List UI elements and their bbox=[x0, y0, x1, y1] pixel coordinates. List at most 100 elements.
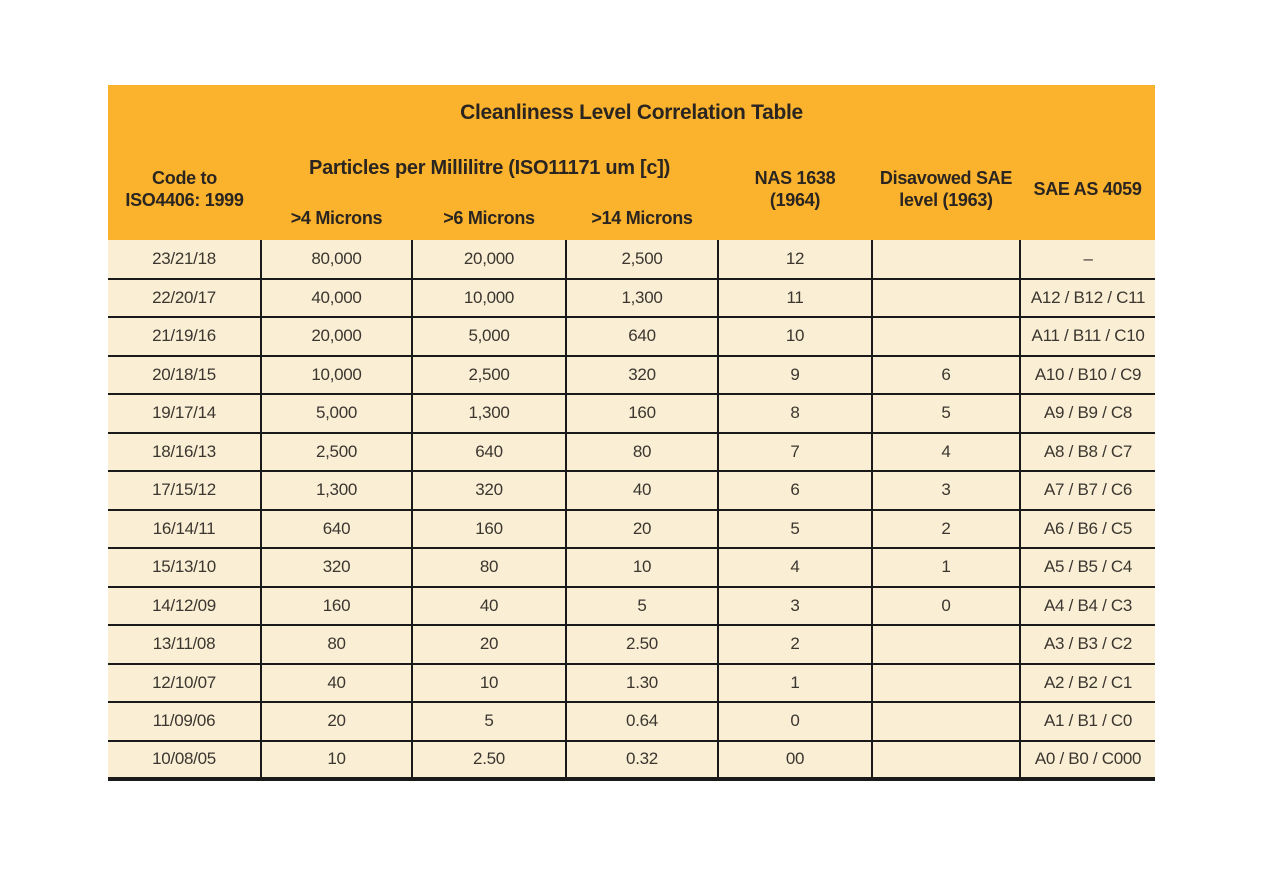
cell-6-microns: 40 bbox=[411, 586, 566, 626]
table-row: 20/18/15 10,000 2,500 320 9 6 A10 / B10 / C9 bbox=[108, 355, 1156, 395]
cell-4-microns: 80 bbox=[260, 625, 412, 665]
cell-14-microns: 10 bbox=[565, 548, 718, 588]
cell-4-microns: 40 bbox=[260, 663, 412, 703]
table-title: Cleanliness Level Correlation Table bbox=[108, 85, 1156, 140]
col-header-sae-as-4059: SAE AS 4059 bbox=[1020, 140, 1156, 240]
col-header-6-microns: >6 Microns bbox=[412, 197, 566, 240]
cell-iso-code: 23/21/18 bbox=[108, 240, 261, 280]
cell-sae-as-4059: A10 / B10 / C9 bbox=[1018, 355, 1156, 395]
cell-iso-code: 18/16/13 bbox=[108, 432, 261, 472]
cell-iso-code: 13/11/08 bbox=[108, 625, 261, 665]
cell-6-microns: 20 bbox=[411, 625, 566, 665]
cell-iso-code: 19/17/14 bbox=[108, 394, 261, 434]
cell-14-microns: 320 bbox=[565, 355, 718, 395]
table-row: 16/14/11 640 160 20 5 2 A6 / B6 / C5 bbox=[108, 509, 1156, 549]
cell-14-microns: 20 bbox=[565, 509, 718, 549]
cell-disavowed-sae bbox=[871, 740, 1020, 781]
table-row: 17/15/12 1,300 320 40 6 3 A7 / B7 / C6 bbox=[108, 471, 1156, 511]
cleanliness-correlation-table: Cleanliness Level Correlation Table Code… bbox=[108, 85, 1156, 781]
cell-iso-code: 11/09/06 bbox=[108, 702, 261, 742]
cell-disavowed-sae bbox=[871, 317, 1020, 357]
cell-sae-as-4059: A6 / B6 / C5 bbox=[1018, 509, 1156, 549]
cell-disavowed-sae: 1 bbox=[871, 548, 1020, 588]
cell-sae-as-4059: A8 / B8 / C7 bbox=[1018, 432, 1156, 472]
cell-sae-as-4059: A4 / B4 / C3 bbox=[1018, 586, 1156, 626]
cell-disavowed-sae bbox=[871, 625, 1020, 665]
cell-iso-code: 14/12/09 bbox=[108, 586, 261, 626]
cell-6-microns: 10,000 bbox=[411, 278, 566, 318]
cell-6-microns: 2,500 bbox=[411, 355, 566, 395]
cell-6-microns: 80 bbox=[411, 548, 566, 588]
cell-nas-1638: 8 bbox=[717, 394, 872, 434]
cell-14-microns: 5 bbox=[565, 586, 718, 626]
cell-6-microns: 320 bbox=[411, 471, 566, 511]
cell-nas-1638: 5 bbox=[717, 509, 872, 549]
cell-4-microns: 640 bbox=[260, 509, 412, 549]
cell-nas-1638: 4 bbox=[717, 548, 872, 588]
cell-iso-code: 22/20/17 bbox=[108, 278, 261, 318]
cell-4-microns: 1,300 bbox=[260, 471, 412, 511]
header-row-groups: Code to ISO4406: 1999 Particles per Mill… bbox=[108, 140, 1156, 240]
cell-sae-as-4059: A0 / B0 / C000 bbox=[1018, 740, 1156, 781]
cell-disavowed-sae bbox=[871, 278, 1020, 318]
cell-4-microns: 160 bbox=[260, 586, 412, 626]
col-header-nas-1638: NAS 1638 (1964) bbox=[718, 140, 872, 240]
table-row: 18/16/13 2,500 640 80 7 4 A8 / B8 / C7 bbox=[108, 432, 1156, 472]
table-row: 22/20/17 40,000 10,000 1,300 11 A12 / B12 / C… bbox=[108, 278, 1156, 318]
cell-disavowed-sae bbox=[871, 702, 1020, 742]
cell-14-microns: 160 bbox=[565, 394, 718, 434]
cell-nas-1638: 6 bbox=[717, 471, 872, 511]
col-header-14-microns: >14 Microns bbox=[566, 197, 718, 240]
table-row: 19/17/14 5,000 1,300 160 8 5 A9 / B9 / C8 bbox=[108, 394, 1156, 434]
cell-iso-code: 17/15/12 bbox=[108, 471, 261, 511]
cell-nas-1638: 0 bbox=[717, 702, 872, 742]
cell-nas-1638: 10 bbox=[717, 317, 872, 357]
cell-iso-code: 21/19/16 bbox=[108, 317, 261, 357]
cell-nas-1638: 2 bbox=[717, 625, 872, 665]
cell-4-microns: 20 bbox=[260, 702, 412, 742]
cell-6-microns: 640 bbox=[411, 432, 566, 472]
cell-14-microns: 2.50 bbox=[565, 625, 718, 665]
table-row: 12/10/07 40 10 1.30 1 A2 / B2 / C1 bbox=[108, 663, 1156, 703]
cell-14-microns: 2,500 bbox=[565, 240, 718, 280]
cell-disavowed-sae: 3 bbox=[871, 471, 1020, 511]
col-header-4-microns: >4 Microns bbox=[261, 197, 412, 240]
table-row: 23/21/18 80,000 20,000 2,500 12 – bbox=[108, 240, 1156, 280]
cell-iso-code: 12/10/07 bbox=[108, 663, 261, 703]
cell-disavowed-sae: 6 bbox=[871, 355, 1020, 395]
cell-sae-as-4059: A5 / B5 / C4 bbox=[1018, 548, 1156, 588]
cell-14-microns: 0.32 bbox=[565, 740, 718, 781]
cell-4-microns: 320 bbox=[260, 548, 412, 588]
cell-sae-as-4059: A2 / B2 / C1 bbox=[1018, 663, 1156, 703]
table-row: 10/08/05 10 2.50 0.32 00 A0 / B0 / C000 bbox=[108, 740, 1156, 781]
cell-6-microns: 5,000 bbox=[411, 317, 566, 357]
cell-iso-code: 10/08/05 bbox=[108, 740, 261, 781]
cell-sae-as-4059: A1 / B1 / C0 bbox=[1018, 702, 1156, 742]
cell-6-microns: 20,000 bbox=[411, 240, 566, 280]
table-body: 23/21/18 80,000 20,000 2,500 12–22/20/17 40,0… bbox=[108, 240, 1156, 781]
cell-4-microns: 80,000 bbox=[260, 240, 412, 280]
cell-disavowed-sae: 2 bbox=[871, 509, 1020, 549]
cell-14-microns: 0.64 bbox=[565, 702, 718, 742]
cell-14-microns: 1,300 bbox=[565, 278, 718, 318]
cell-6-microns: 1,300 bbox=[411, 394, 566, 434]
cell-disavowed-sae: 5 bbox=[871, 394, 1020, 434]
cell-iso-code: 15/13/10 bbox=[108, 548, 261, 588]
cell-nas-1638: 3 bbox=[717, 586, 872, 626]
cell-4-microns: 20,000 bbox=[260, 317, 412, 357]
cell-iso-code: 20/18/15 bbox=[108, 355, 261, 395]
cell-disavowed-sae: 0 bbox=[871, 586, 1020, 626]
cell-6-microns: 2.50 bbox=[411, 740, 566, 781]
cell-sae-as-4059: A12 / B12 / C11 bbox=[1018, 278, 1156, 318]
cell-4-microns: 2,500 bbox=[260, 432, 412, 472]
cell-disavowed-sae: 4 bbox=[871, 432, 1020, 472]
cell-14-microns: 1.30 bbox=[565, 663, 718, 703]
cell-nas-1638: 9 bbox=[717, 355, 872, 395]
cell-4-microns: 10,000 bbox=[260, 355, 412, 395]
cell-4-microns: 5,000 bbox=[260, 394, 412, 434]
cell-disavowed-sae bbox=[871, 663, 1020, 703]
cell-4-microns: 40,000 bbox=[260, 278, 412, 318]
cell-4-microns: 10 bbox=[260, 740, 412, 781]
cell-sae-as-4059: A7 / B7 / C6 bbox=[1018, 471, 1156, 511]
cell-nas-1638: 12 bbox=[717, 240, 872, 280]
